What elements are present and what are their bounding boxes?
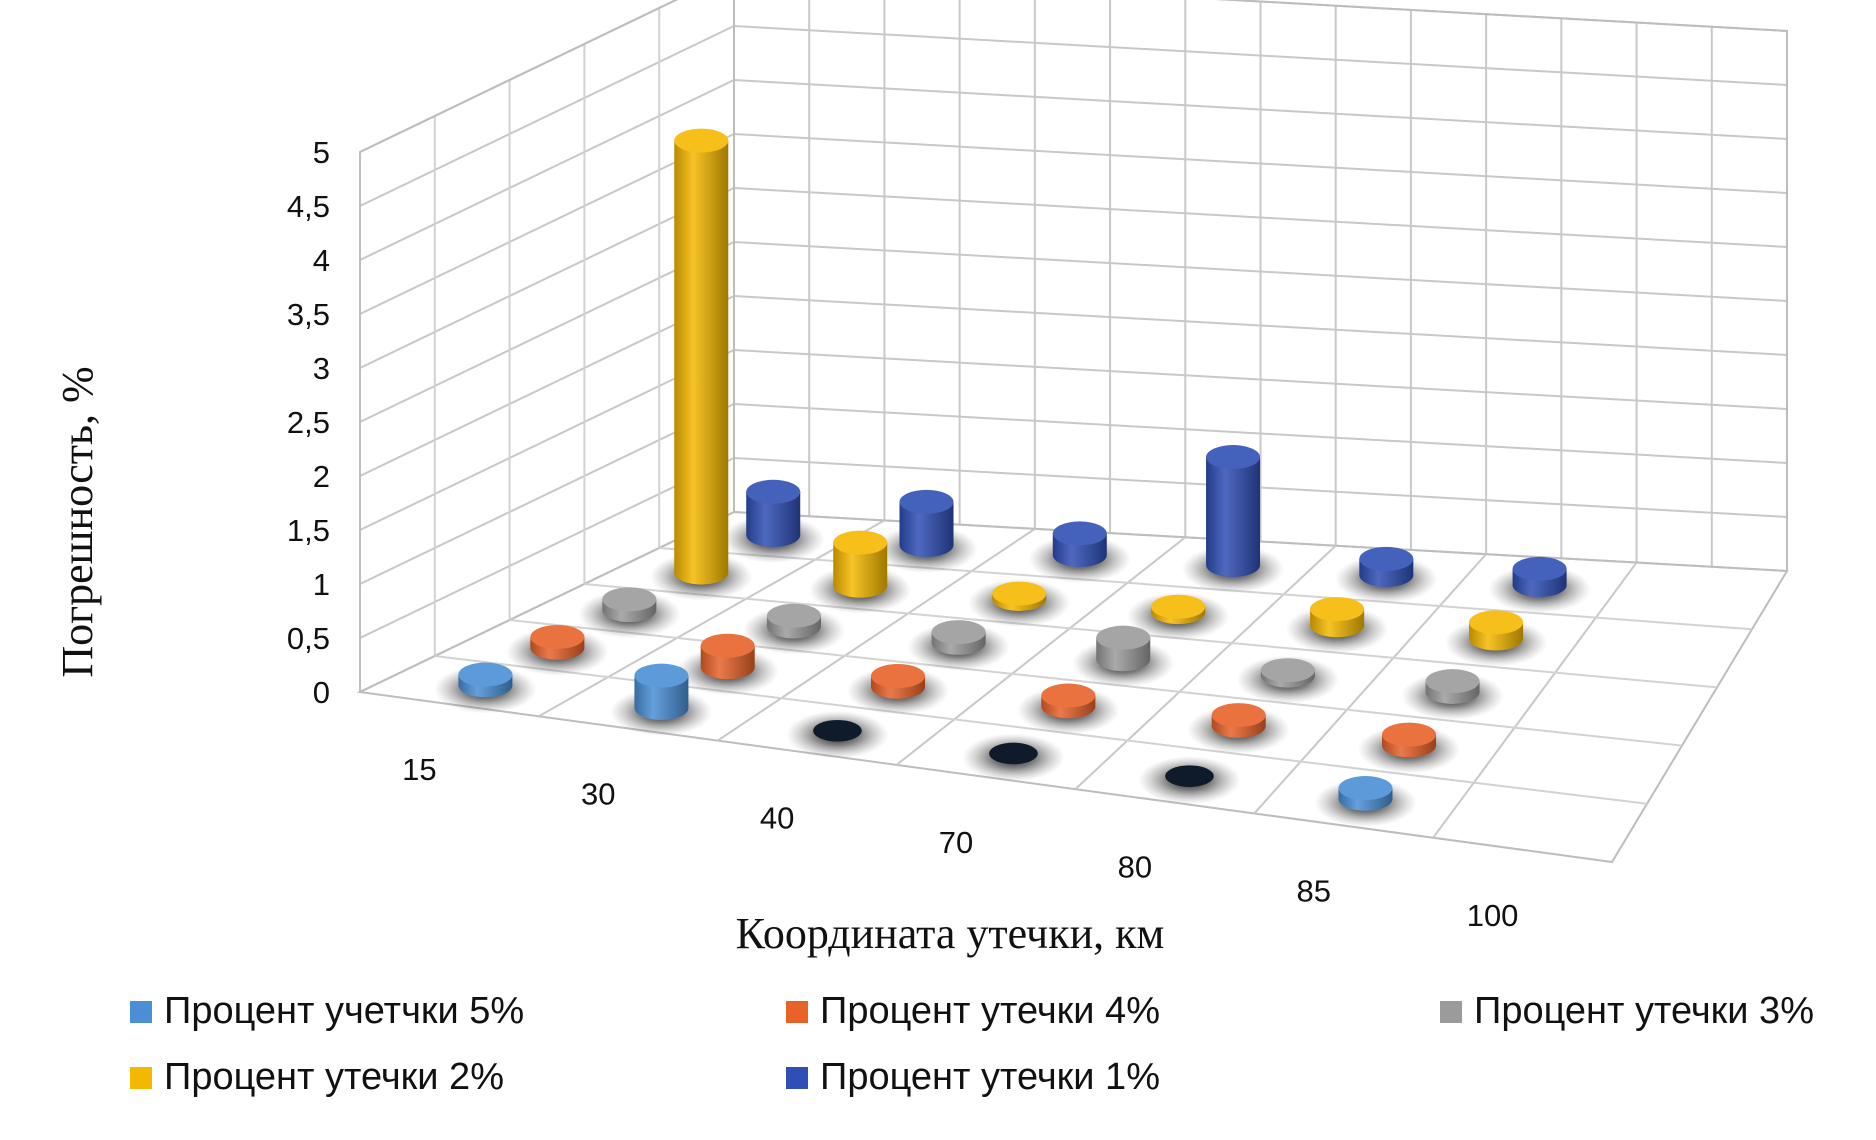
side-wall-gridline — [359, 241, 735, 423]
bar-top — [931, 620, 986, 645]
x-tick-label: 15 — [402, 752, 436, 787]
legend-label: Процент утечки 3% — [1474, 990, 1814, 1032]
bar-top — [602, 587, 657, 612]
legend-swatch — [130, 1000, 152, 1023]
bar-top — [833, 530, 888, 555]
legend-item-series-3: Процент утечки 3% — [1440, 990, 1814, 1033]
y-tick-label: 4,5 — [287, 189, 330, 224]
y-tick-label: 5 — [313, 135, 330, 170]
y-tick-label: 2 — [313, 459, 330, 494]
x-tick-label: 40 — [760, 801, 794, 836]
bar-top — [634, 663, 689, 688]
legend-swatch — [786, 1066, 808, 1089]
side-wall-gridline — [359, 0, 679, 153]
legend-label: Процент утечки 4% — [820, 990, 1160, 1032]
bar-top — [1382, 722, 1437, 747]
y-tick-label: 1,5 — [287, 513, 330, 548]
bar-base-zero — [813, 719, 862, 742]
floor-category-divider — [1253, 553, 1487, 815]
side-wall-gridline — [359, 79, 735, 261]
bar-top — [1512, 556, 1567, 581]
legend-item-series-4: Процент утечки 2% — [130, 1056, 504, 1099]
side-wall-gridline — [359, 25, 735, 207]
x-tick-label: 100 — [1467, 898, 1519, 933]
legend-swatch — [786, 1000, 808, 1023]
legend-label: Процент утечки 2% — [164, 1056, 504, 1098]
legend-item-series-5: Процент утечки 1% — [786, 1056, 1160, 1099]
bar-top — [530, 624, 585, 649]
bar-top — [871, 664, 926, 689]
wall-outline — [359, 0, 1788, 692]
x-tick-label: 85 — [1296, 874, 1330, 909]
floor-category-divider — [538, 519, 885, 718]
bar-base-zero — [989, 742, 1038, 765]
legend-label: Процент учетчки 5% — [164, 990, 525, 1032]
legend-swatch — [1440, 1000, 1462, 1023]
x-tick-label: 30 — [581, 776, 615, 811]
labels-layer: 0 0,5 1 1,5 2 2,5 3 3,5 4 4,5 5 15 30 40 70 80 85 100 Коор… — [53, 135, 1518, 958]
bar-top — [1469, 610, 1524, 635]
bar-cylinder — [674, 140, 729, 585]
legend-label: Процент утечки 1% — [820, 1056, 1160, 1098]
bar-top — [1338, 776, 1393, 801]
x-axis-title: Координата утечки, км — [736, 909, 1165, 958]
bar-cylinder — [899, 501, 954, 558]
x-tick-label: 80 — [1118, 849, 1152, 884]
y-tick-label: 0 — [313, 675, 330, 710]
bar-top — [674, 128, 729, 153]
side-wall-gridline — [359, 295, 735, 477]
side-wall-gridline — [359, 349, 735, 531]
y-tick-label: 2,5 — [287, 405, 330, 440]
grid-layer — [356, 0, 1789, 864]
bar-top — [458, 662, 513, 687]
bar-top — [700, 633, 755, 658]
bar-top — [1151, 594, 1206, 619]
side-wall-gridline — [359, 187, 735, 369]
bar-top — [1359, 546, 1414, 571]
bar-top — [1425, 669, 1480, 694]
side-wall-gridline — [359, 457, 735, 639]
bars-layer — [458, 128, 1567, 811]
bar-cylinder — [833, 542, 888, 598]
y-tick-label: 1 — [313, 567, 330, 602]
y-tick-label: 3 — [313, 351, 330, 386]
floor-category-divider — [1432, 561, 1638, 839]
floor-outline — [356, 510, 1789, 864]
side-wall-gridline — [359, 133, 735, 315]
legend: Процент учетчки 5% Процент утечки 4% Про… — [0, 988, 1876, 1128]
floor-category-divider — [895, 536, 1186, 766]
bar-base-zero — [1165, 765, 1214, 787]
bar-top — [1260, 658, 1315, 683]
y-axis-title: Погрешность, % — [53, 366, 102, 677]
bar-top — [1052, 521, 1107, 546]
bar-top — [1310, 597, 1365, 622]
y-tick-label: 0,5 — [287, 621, 330, 656]
bar-top — [992, 581, 1047, 606]
bar-top — [1206, 445, 1261, 470]
bar-top — [1041, 683, 1096, 708]
x-tick-label: 70 — [939, 825, 973, 860]
side-wall-gridline — [359, 403, 735, 585]
y-tick-label: 3,5 — [287, 297, 330, 332]
bar-top — [1096, 625, 1151, 650]
bar-top — [899, 489, 954, 514]
legend-swatch — [130, 1066, 152, 1089]
bar-cylinder — [1206, 457, 1261, 578]
bar-top — [766, 603, 821, 628]
bar-cylinder — [746, 491, 801, 548]
bar-top — [1211, 703, 1266, 728]
floor-category-divider — [1074, 544, 1337, 790]
y-tick-label: 4 — [313, 243, 330, 278]
bar-top — [746, 479, 801, 504]
legend-item-series-1: Процент учетчки 5% — [130, 990, 524, 1033]
legend-item-series-2: Процент утечки 4% — [786, 990, 1160, 1033]
bar-cylinder — [634, 675, 689, 721]
floor-category-divider — [717, 528, 1036, 742]
